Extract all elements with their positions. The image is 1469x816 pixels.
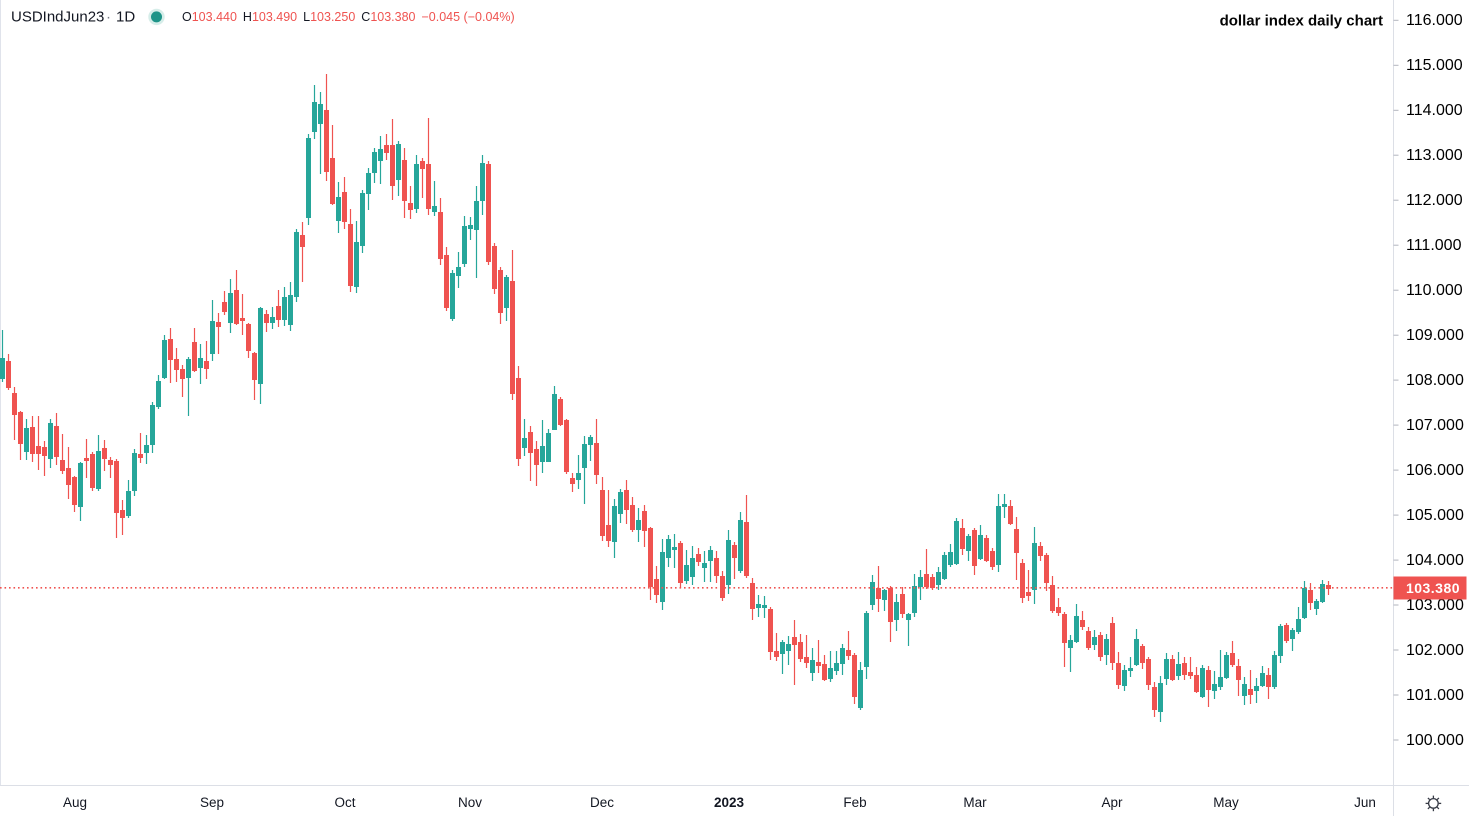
svg-text:112.000: 112.000 bbox=[1406, 192, 1463, 209]
svg-text:Nov: Nov bbox=[458, 795, 482, 810]
svg-text:116.000: 116.000 bbox=[1406, 12, 1463, 29]
svg-text:Sep: Sep bbox=[200, 795, 224, 810]
svg-text:·: · bbox=[106, 9, 111, 26]
svg-text:104.000: 104.000 bbox=[1406, 552, 1464, 569]
svg-text:110.000: 110.000 bbox=[1406, 282, 1463, 299]
svg-text:105.000: 105.000 bbox=[1406, 507, 1464, 524]
svg-text:115.000: 115.000 bbox=[1406, 57, 1463, 74]
svg-text:May: May bbox=[1213, 795, 1239, 810]
svg-text:107.000: 107.000 bbox=[1406, 417, 1464, 434]
svg-text:108.000: 108.000 bbox=[1406, 372, 1464, 389]
svg-text:Apr: Apr bbox=[1101, 795, 1123, 810]
svg-text:103.380: 103.380 bbox=[1406, 580, 1460, 596]
svg-text:USDIndJun23: USDIndJun23 bbox=[11, 9, 104, 26]
svg-text:106.000: 106.000 bbox=[1406, 462, 1464, 479]
svg-text:113.000: 113.000 bbox=[1406, 147, 1463, 164]
svg-text:2023: 2023 bbox=[714, 795, 745, 810]
svg-text:Mar: Mar bbox=[963, 795, 987, 810]
svg-text:Feb: Feb bbox=[843, 795, 866, 810]
svg-text:Aug: Aug bbox=[63, 795, 87, 810]
svg-text:109.000: 109.000 bbox=[1406, 327, 1464, 344]
svg-text:102.000: 102.000 bbox=[1406, 642, 1464, 659]
svg-text:1D: 1D bbox=[116, 9, 135, 26]
svg-text:111.000: 111.000 bbox=[1406, 237, 1462, 254]
svg-text:103.000: 103.000 bbox=[1406, 597, 1464, 614]
svg-text:100.000: 100.000 bbox=[1406, 732, 1464, 749]
svg-text:dollar index daily chart: dollar index daily chart bbox=[1220, 12, 1383, 29]
svg-text:101.000: 101.000 bbox=[1406, 687, 1464, 704]
svg-text:Jun: Jun bbox=[1354, 795, 1376, 810]
svg-text:Dec: Dec bbox=[590, 795, 614, 810]
svg-text:Oct: Oct bbox=[334, 795, 355, 810]
svg-text:114.000: 114.000 bbox=[1406, 102, 1463, 119]
